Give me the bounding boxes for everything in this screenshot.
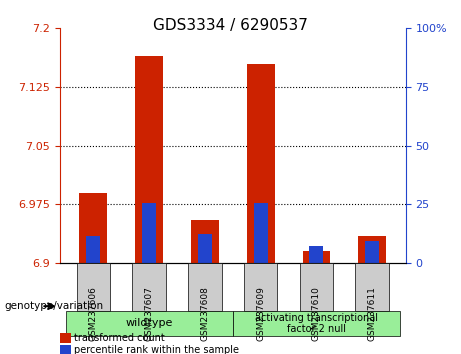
Bar bbox=[191, 220, 219, 263]
FancyBboxPatch shape bbox=[233, 311, 400, 336]
Bar bbox=[198, 234, 212, 263]
Text: GSM237606: GSM237606 bbox=[89, 286, 98, 341]
Bar bbox=[247, 63, 275, 263]
Bar bbox=[309, 246, 324, 263]
Text: transformed count: transformed count bbox=[74, 333, 165, 343]
FancyBboxPatch shape bbox=[244, 263, 278, 311]
FancyBboxPatch shape bbox=[77, 263, 110, 311]
Text: wildtype: wildtype bbox=[125, 319, 173, 329]
Bar bbox=[365, 241, 379, 263]
FancyBboxPatch shape bbox=[65, 311, 233, 336]
Text: genotype/variation: genotype/variation bbox=[5, 301, 104, 311]
Bar bbox=[142, 203, 156, 263]
Bar bbox=[79, 193, 107, 263]
Bar bbox=[135, 56, 163, 263]
FancyBboxPatch shape bbox=[132, 263, 166, 311]
Text: percentile rank within the sample: percentile rank within the sample bbox=[74, 346, 239, 354]
Bar bbox=[254, 203, 268, 263]
FancyBboxPatch shape bbox=[188, 263, 222, 311]
Text: GSM237607: GSM237607 bbox=[145, 286, 154, 341]
FancyBboxPatch shape bbox=[355, 263, 389, 311]
Text: GSM237611: GSM237611 bbox=[368, 286, 377, 341]
Bar bbox=[86, 236, 100, 263]
Text: GDS3334 / 6290537: GDS3334 / 6290537 bbox=[153, 18, 308, 33]
Text: GSM237610: GSM237610 bbox=[312, 286, 321, 341]
FancyBboxPatch shape bbox=[300, 263, 333, 311]
Bar bbox=[358, 236, 386, 263]
Text: activating transcriptional
factor 2 null: activating transcriptional factor 2 null bbox=[255, 313, 378, 334]
Text: GSM237608: GSM237608 bbox=[201, 286, 209, 341]
Text: GSM237609: GSM237609 bbox=[256, 286, 265, 341]
Bar bbox=[302, 251, 331, 263]
